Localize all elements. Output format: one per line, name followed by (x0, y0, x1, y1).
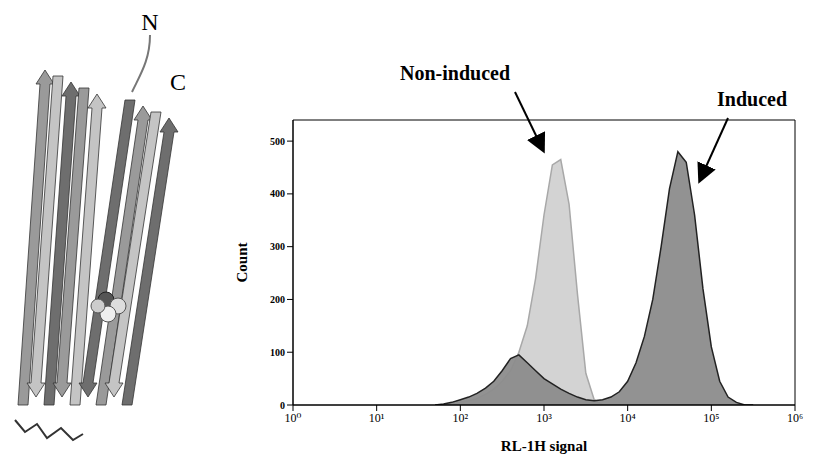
svg-text:10⁰: 10⁰ (285, 411, 302, 425)
svg-text:500: 500 (270, 136, 285, 147)
svg-text:10¹: 10¹ (369, 411, 385, 425)
svg-text:400: 400 (270, 188, 285, 199)
svg-text:10⁵: 10⁵ (703, 411, 719, 425)
svg-text:300: 300 (270, 241, 285, 252)
svg-text:Count: Count (234, 242, 250, 282)
svg-text:10⁶: 10⁶ (787, 411, 803, 425)
svg-text:N: N (141, 9, 158, 35)
svg-text:200: 200 (270, 294, 285, 305)
svg-text:0: 0 (280, 400, 285, 411)
svg-text:10²: 10² (453, 411, 469, 425)
svg-text:10⁴: 10⁴ (620, 411, 636, 425)
svg-text:Induced: Induced (717, 88, 787, 110)
svg-text:RL-1H signal: RL-1H signal (501, 438, 587, 454)
svg-text:10³: 10³ (536, 411, 552, 425)
svg-text:C: C (170, 69, 186, 95)
svg-text:Non-induced: Non-induced (400, 62, 510, 84)
svg-text:100: 100 (270, 347, 285, 358)
